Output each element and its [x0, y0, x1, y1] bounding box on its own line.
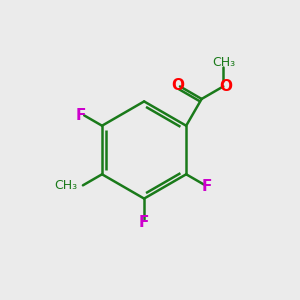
- Text: F: F: [76, 108, 86, 123]
- Text: O: O: [171, 78, 184, 93]
- Text: F: F: [202, 178, 212, 194]
- Text: CH₃: CH₃: [55, 179, 78, 192]
- Text: F: F: [139, 214, 149, 230]
- Text: CH₃: CH₃: [212, 56, 235, 69]
- Text: O: O: [219, 79, 232, 94]
